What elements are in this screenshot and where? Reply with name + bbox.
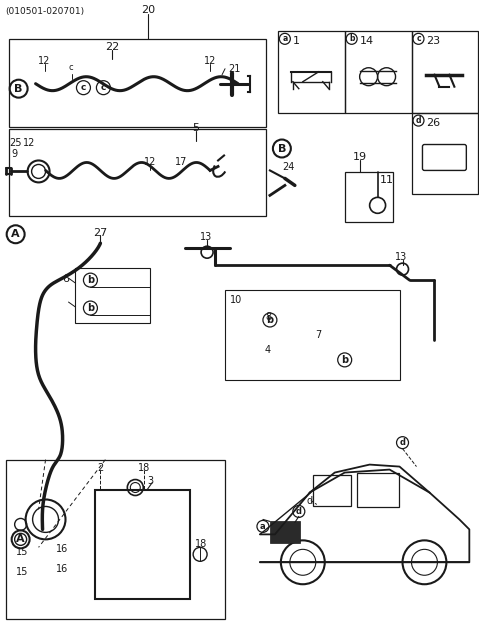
Text: 18: 18 bbox=[138, 462, 151, 473]
Bar bbox=[9, 39, 266, 127]
Text: 15: 15 bbox=[16, 567, 28, 577]
Text: A: A bbox=[16, 534, 25, 545]
Text: b: b bbox=[341, 355, 348, 365]
Text: 8: 8 bbox=[265, 312, 271, 322]
Text: 9: 9 bbox=[12, 150, 18, 159]
Text: 20: 20 bbox=[141, 5, 156, 15]
Text: b: b bbox=[87, 275, 94, 285]
Text: d: d bbox=[399, 438, 406, 447]
Text: 12: 12 bbox=[23, 138, 35, 147]
Bar bbox=[345, 172, 393, 222]
Text: 11: 11 bbox=[380, 176, 394, 185]
Text: 13: 13 bbox=[200, 232, 212, 242]
Bar bbox=[313, 475, 351, 507]
Bar bbox=[357, 473, 398, 507]
Bar bbox=[225, 290, 399, 380]
Bar bbox=[96, 489, 190, 599]
Text: 27: 27 bbox=[93, 228, 108, 239]
Text: (010501-020701): (010501-020701) bbox=[6, 7, 85, 16]
Bar bbox=[278, 31, 345, 113]
Text: b: b bbox=[87, 303, 94, 313]
Text: 22: 22 bbox=[105, 42, 120, 52]
Bar bbox=[6, 460, 225, 619]
Text: 17: 17 bbox=[175, 158, 188, 167]
Text: 12: 12 bbox=[38, 56, 51, 66]
Text: 14: 14 bbox=[360, 36, 374, 46]
Text: 5: 5 bbox=[192, 123, 200, 132]
Text: 21: 21 bbox=[228, 64, 240, 74]
Bar bbox=[75, 268, 150, 323]
Text: 16: 16 bbox=[56, 545, 68, 554]
Bar bbox=[270, 521, 300, 543]
Text: 19: 19 bbox=[353, 152, 367, 163]
Text: A: A bbox=[12, 230, 20, 239]
Text: b: b bbox=[266, 315, 274, 325]
Text: 3: 3 bbox=[147, 476, 154, 485]
Bar bbox=[411, 113, 478, 194]
Text: c: c bbox=[68, 63, 73, 72]
Text: 1: 1 bbox=[293, 36, 300, 46]
Text: 10: 10 bbox=[230, 295, 242, 305]
Text: 18: 18 bbox=[195, 539, 207, 549]
Text: 15: 15 bbox=[16, 547, 28, 557]
Text: d: d bbox=[307, 496, 313, 507]
Text: 16: 16 bbox=[56, 565, 68, 574]
Text: B: B bbox=[14, 84, 23, 94]
Text: 26: 26 bbox=[426, 118, 441, 127]
Text: 12: 12 bbox=[204, 56, 216, 66]
Text: c: c bbox=[416, 34, 421, 43]
Text: 25: 25 bbox=[10, 138, 22, 147]
Text: d: d bbox=[416, 116, 421, 125]
Text: 4: 4 bbox=[265, 345, 271, 355]
Text: 24: 24 bbox=[282, 163, 294, 172]
Text: a: a bbox=[282, 34, 288, 43]
Text: c: c bbox=[101, 83, 106, 92]
Text: 23: 23 bbox=[426, 36, 441, 46]
Bar bbox=[411, 31, 478, 113]
Bar bbox=[9, 129, 266, 216]
Text: 7: 7 bbox=[315, 330, 321, 340]
Text: 12: 12 bbox=[144, 158, 156, 167]
Text: a: a bbox=[260, 522, 266, 531]
Text: 13: 13 bbox=[395, 252, 407, 262]
Text: b: b bbox=[349, 34, 354, 43]
Text: c: c bbox=[81, 83, 86, 92]
Text: B: B bbox=[278, 143, 286, 154]
Text: d: d bbox=[296, 507, 302, 516]
Text: 6: 6 bbox=[62, 274, 70, 284]
Text: 2: 2 bbox=[97, 462, 104, 473]
Bar bbox=[345, 31, 411, 113]
